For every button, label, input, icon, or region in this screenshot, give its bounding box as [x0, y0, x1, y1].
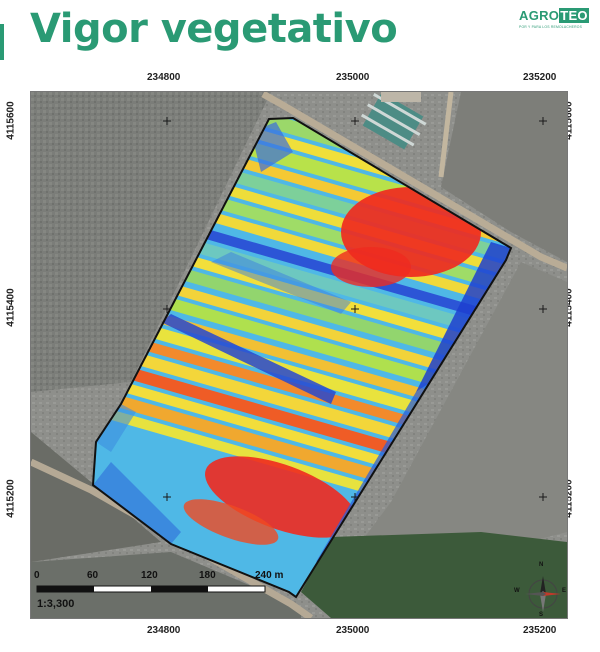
x-tick-top-1: 234800	[147, 72, 181, 83]
y-tick-left-1: 4115600	[5, 101, 17, 140]
page-title: Vigor vegetativo	[30, 6, 398, 52]
logo-word: AGROTEO	[519, 8, 593, 23]
scale-ratio: 1:3,300	[37, 598, 75, 610]
scale-label-0: 0	[34, 570, 40, 581]
map-canvas	[31, 92, 567, 618]
title-accent-bar	[0, 24, 4, 60]
logo-word-b: TEO	[559, 8, 589, 23]
road-track	[438, 92, 454, 178]
parcel-southeast-green	[301, 532, 567, 618]
scale-label-180: 180	[199, 570, 216, 581]
y-tick-left-2: 4115400	[5, 288, 17, 327]
scale-label-120: 120	[141, 570, 158, 581]
scale-label-240: 240 m	[255, 570, 284, 581]
x-tick-bottom-2: 235000	[336, 625, 370, 636]
parcel-northeast	[441, 92, 567, 262]
x-tick-top-2: 235000	[336, 72, 370, 83]
field-boundary	[91, 116, 513, 599]
x-tick-bottom-3: 235200	[523, 625, 557, 636]
parcel-west	[31, 432, 161, 562]
compass-s: S	[539, 612, 544, 618]
logo-word-a: AGRO	[519, 8, 560, 23]
parcel-northwest	[31, 92, 271, 392]
compass-e: E	[562, 588, 567, 594]
road-north	[261, 92, 567, 272]
parcel-east	[331, 262, 567, 582]
brand-logo: AGROTEO POR Y PARA LOS REMOLACHEROS	[519, 8, 593, 29]
x-tick-bottom-1: 234800	[147, 625, 181, 636]
greenhouse-buildings	[361, 92, 427, 150]
logo-tagline: POR Y PARA LOS REMOLACHEROS	[519, 25, 583, 29]
grid-crosses	[163, 117, 547, 501]
scale-label-60: 60	[87, 570, 99, 581]
north-arrow	[525, 576, 561, 612]
scale-bar	[36, 585, 266, 593]
compass-n: N	[539, 562, 544, 568]
x-tick-top-3: 235200	[523, 72, 557, 83]
compass-w: W	[514, 588, 520, 594]
map-frame[interactable]: 0 60 120 180 240 m 1:3,300 N S E W	[30, 91, 568, 619]
y-tick-left-3: 4115200	[5, 479, 17, 518]
parcel-southwest	[31, 552, 301, 618]
